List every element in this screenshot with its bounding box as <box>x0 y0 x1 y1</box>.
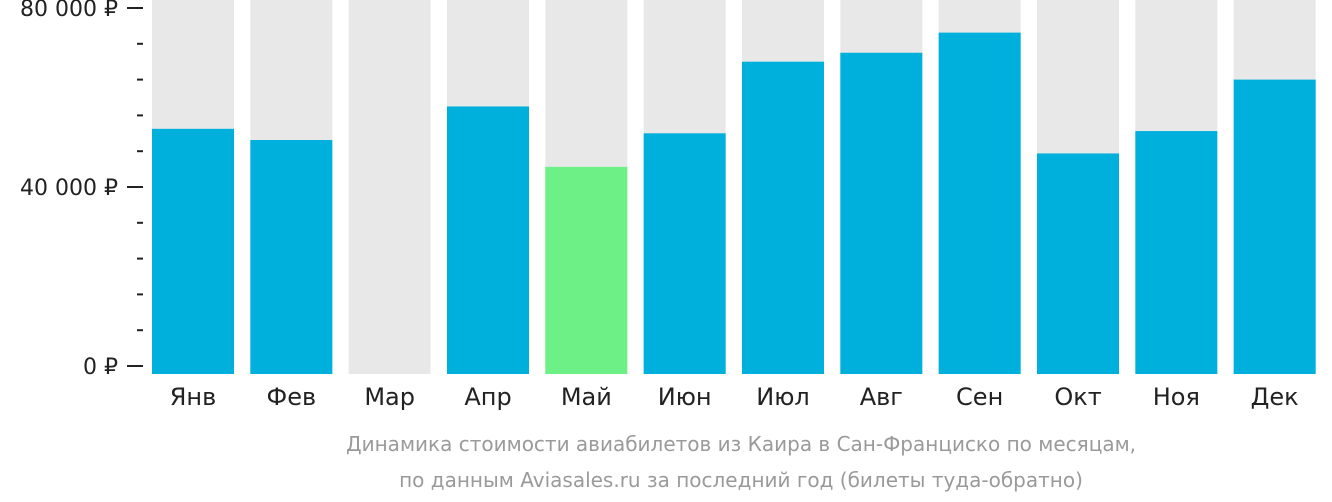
bar-0 <box>152 128 234 374</box>
x-tick-label-10: Ноя <box>1153 383 1200 411</box>
x-tick-label-3: Апр <box>464 383 511 411</box>
x-tick-label-8: Сен <box>956 383 1003 411</box>
x-tick-label-0: Янв <box>170 383 217 411</box>
price-chart: 0 ₽ 40 000 ₽ 80 000 ₽ Янв Фев Мар Апр Май Июн Ию… <box>20 0 1316 411</box>
x-tick-label-11: Дек <box>1251 383 1299 411</box>
x-tick-label-9: Окт <box>1054 383 1101 411</box>
bar-7 <box>840 52 923 374</box>
y-tick-label-0: 0 ₽ <box>83 355 118 380</box>
bar-6 <box>742 61 824 374</box>
bar-4 <box>545 166 628 374</box>
y-tick-label-1: 40 000 ₽ <box>20 176 118 201</box>
chart-caption-line-1: Динамика стоимости авиабилетов из Каира … <box>345 432 1137 456</box>
x-tick-label-7: Авг <box>860 383 903 411</box>
y-axis: 0 ₽ 40 000 ₽ 80 000 ₽ <box>20 0 143 380</box>
x-tick-label-6: Июл <box>756 383 810 411</box>
data-bars <box>152 32 1316 375</box>
bar-9 <box>1037 153 1119 374</box>
x-tick-label-1: Фев <box>267 383 317 411</box>
bar-3 <box>447 106 529 374</box>
background-bar-2 <box>348 0 431 374</box>
x-tick-label-2: Мар <box>364 383 415 411</box>
chart-caption-line-2: по данным Aviasales.ru за последний год … <box>399 468 1083 492</box>
bar-11 <box>1233 79 1316 374</box>
y-tick-label-2: 80 000 ₽ <box>20 0 118 22</box>
bar-10 <box>1135 131 1218 374</box>
x-tick-label-4: Май <box>561 383 612 411</box>
bar-8 <box>938 32 1021 375</box>
x-tick-label-5: Июн <box>658 383 712 411</box>
bar-1 <box>250 140 333 374</box>
x-axis: Янв Фев Мар Апр Май Июн Июл Авг Сен Окт Ноя Дек <box>170 383 1299 411</box>
bar-5 <box>643 133 726 374</box>
